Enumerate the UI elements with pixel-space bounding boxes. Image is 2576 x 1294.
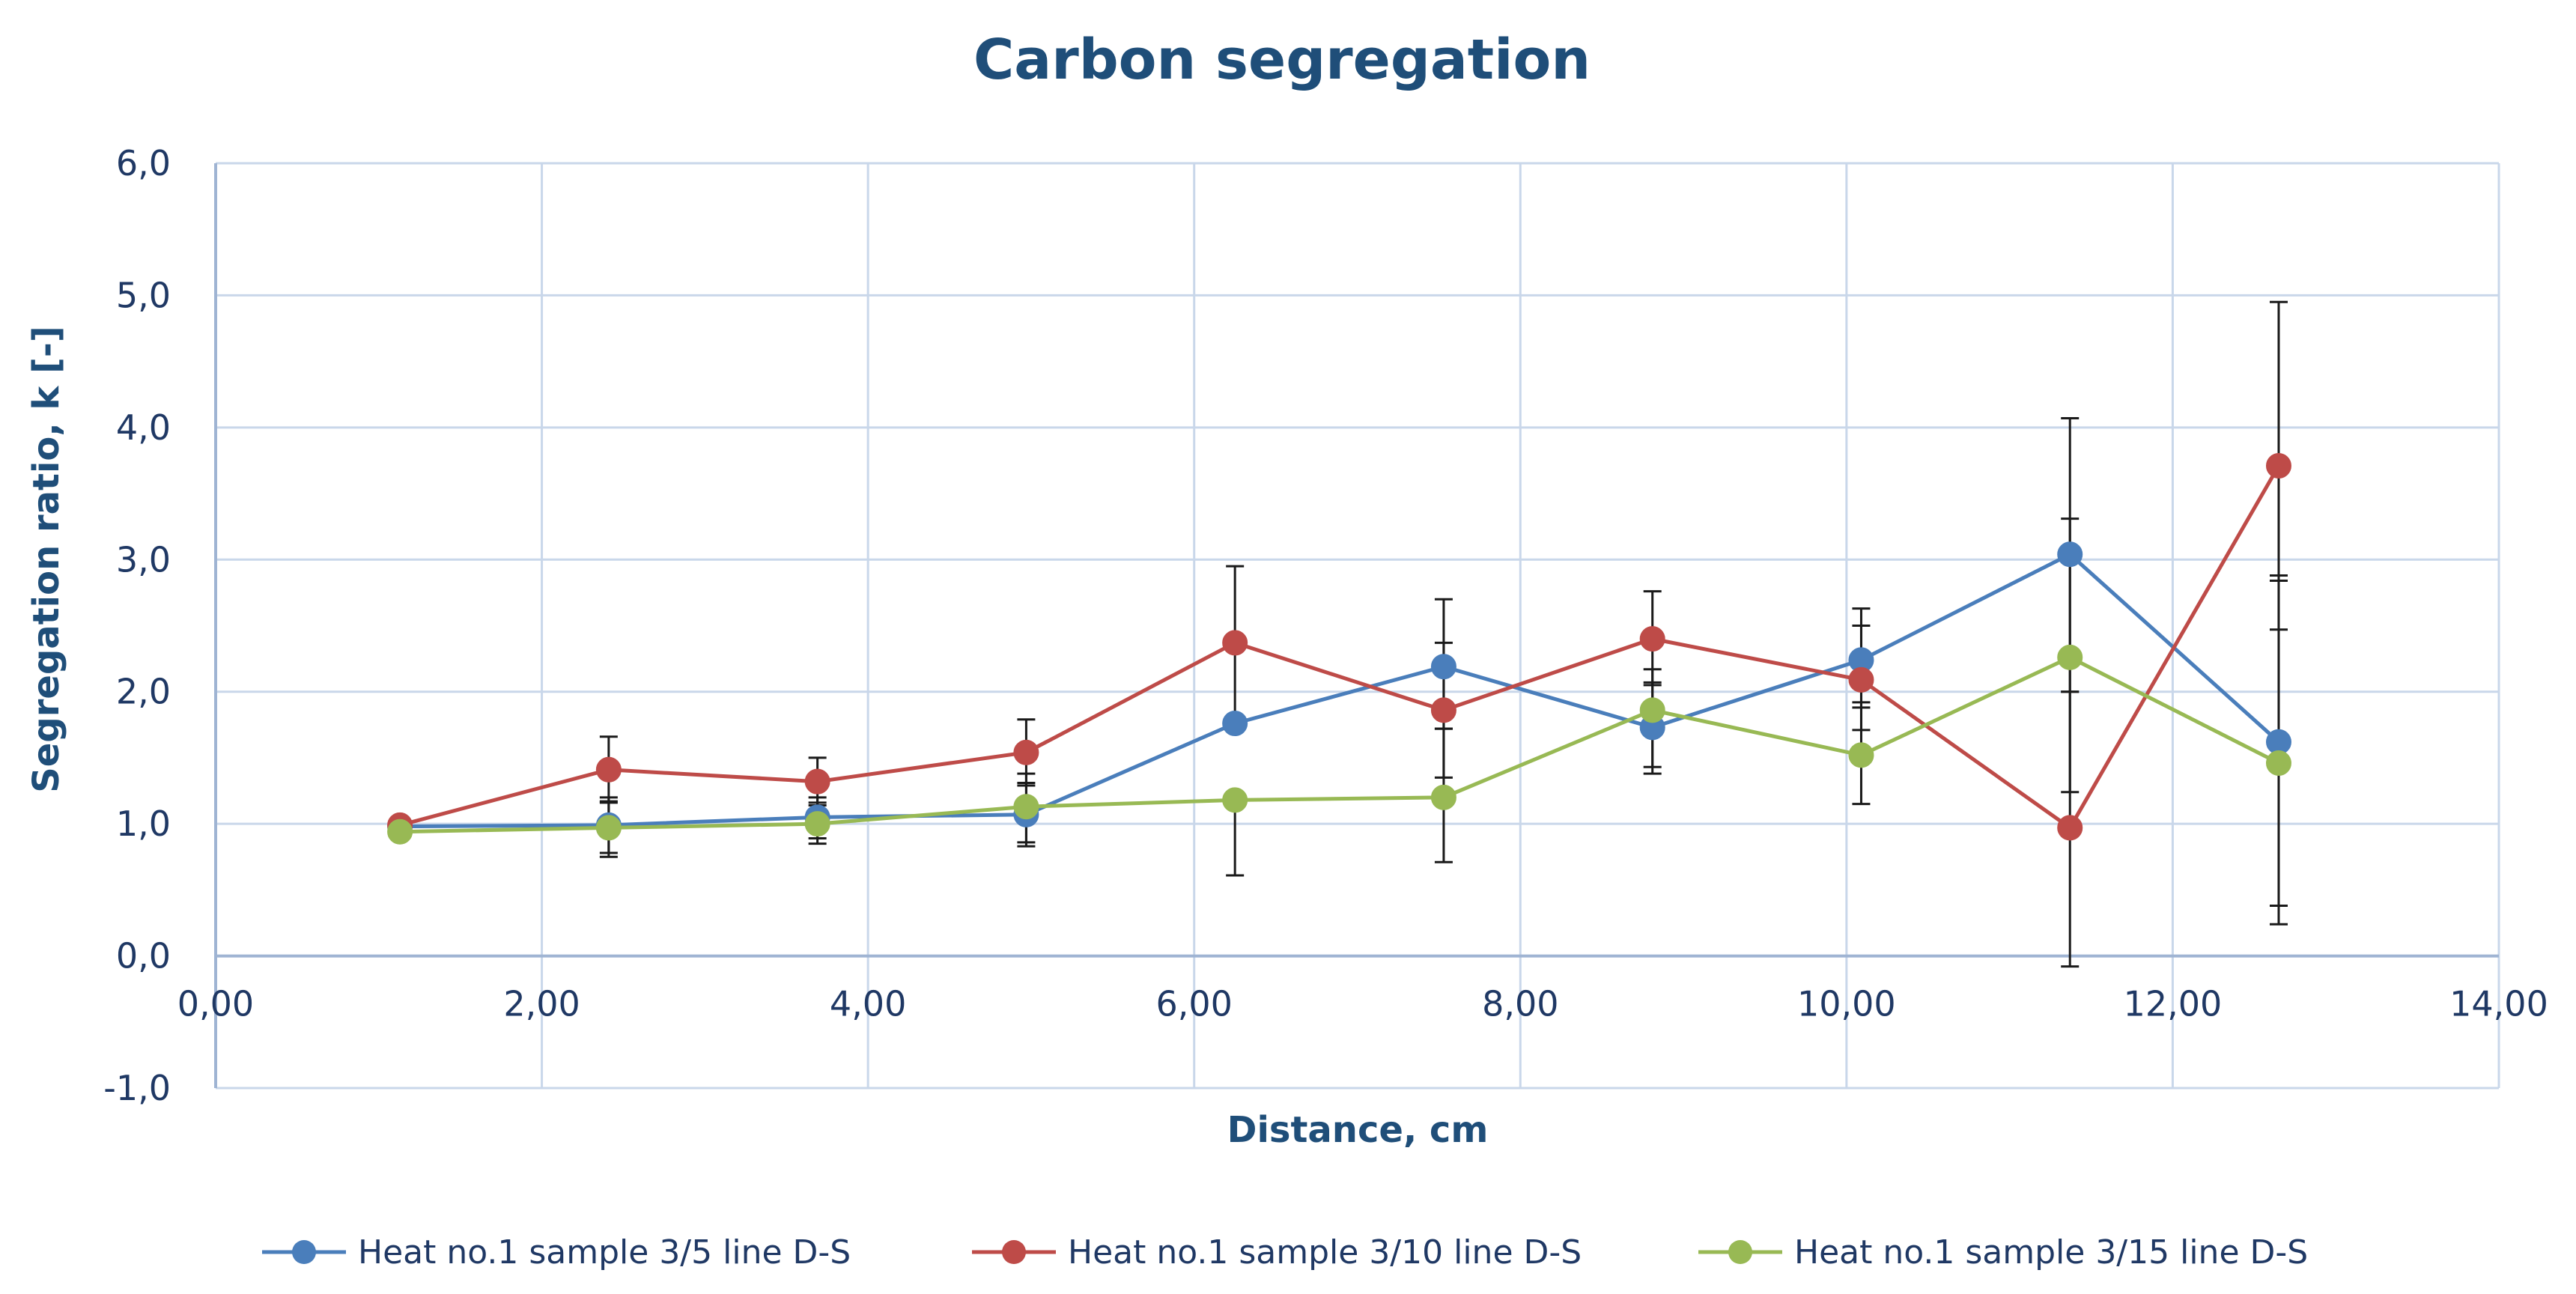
x-axis-title: Distance, cm xyxy=(1227,1109,1489,1151)
y-tick-label: -1,0 xyxy=(103,1068,171,1108)
y-tick-label: 2,0 xyxy=(116,672,171,712)
data-point xyxy=(2265,750,2291,776)
data-point xyxy=(1222,711,1248,737)
y-tick-label: 3,0 xyxy=(116,539,171,580)
data-point xyxy=(1013,739,1039,765)
data-point xyxy=(1222,787,1248,813)
data-point xyxy=(2265,453,2291,479)
series-line xyxy=(399,464,2281,831)
data-point xyxy=(2057,541,2083,568)
data-point xyxy=(595,756,622,783)
series-lines xyxy=(399,464,2281,834)
series-line xyxy=(400,552,2280,829)
grid-lines xyxy=(214,162,2500,1090)
legend-marker xyxy=(1728,1240,1752,1264)
data-point xyxy=(1848,742,1874,768)
error-bars xyxy=(599,300,2288,968)
y-tick-label: 0,0 xyxy=(116,936,171,976)
data-point xyxy=(804,811,830,837)
data-point xyxy=(595,815,622,841)
data-point xyxy=(804,768,830,795)
y-tick-label: 4,0 xyxy=(116,407,171,448)
x-tick-label: 12,00 xyxy=(2124,984,2223,1024)
legend-marker xyxy=(292,1240,316,1264)
y-tick-label: 6,0 xyxy=(116,143,171,183)
legend-label: Heat no.1 sample 3/15 line D-S xyxy=(1794,1233,2308,1272)
y-axis-title: Segregation ratio, k [-] xyxy=(25,326,67,793)
data-point xyxy=(1848,666,1874,693)
legend-label: Heat no.1 sample 3/5 line D-S xyxy=(358,1233,851,1272)
series-line xyxy=(400,655,2280,834)
data-point xyxy=(1430,784,1456,810)
x-tick-label: 6,00 xyxy=(1156,984,1233,1024)
x-tick-label: 0,00 xyxy=(177,984,254,1024)
x-tick-label: 8,00 xyxy=(1482,984,1558,1024)
y-tick-label: 1,0 xyxy=(116,804,171,844)
chart-title: Carbon segregation xyxy=(973,28,1591,92)
data-point xyxy=(1430,654,1456,680)
data-point xyxy=(2057,815,2083,841)
data-point xyxy=(1639,626,1665,652)
tick-labels: -1,0 0,0 1,0 2,0 3,0 4,0 5,0 6,0 0,00 2,00 4,00 6,0… xyxy=(103,143,2548,1108)
data-point xyxy=(387,818,413,845)
data-point xyxy=(1222,630,1248,656)
x-tick-label: 4,00 xyxy=(830,984,906,1024)
data-point xyxy=(2057,644,2083,670)
legend-label: Heat no.1 sample 3/10 line D-S xyxy=(1068,1233,1582,1272)
data-point xyxy=(1013,794,1039,820)
data-points xyxy=(387,453,2291,845)
legend-marker xyxy=(1002,1240,1026,1264)
x-tick-label: 10,00 xyxy=(1797,984,1896,1024)
data-point xyxy=(2265,729,2291,755)
x-tick-label: 2,00 xyxy=(503,984,580,1024)
axes xyxy=(214,163,2499,1088)
x-tick-label: 14,00 xyxy=(2449,984,2548,1024)
y-tick-label: 5,0 xyxy=(116,275,171,315)
data-point xyxy=(1639,697,1665,723)
legend: Heat no.1 sample 3/5 line D-S Heat no.1 s… xyxy=(262,1233,2308,1272)
data-point xyxy=(1430,697,1456,723)
